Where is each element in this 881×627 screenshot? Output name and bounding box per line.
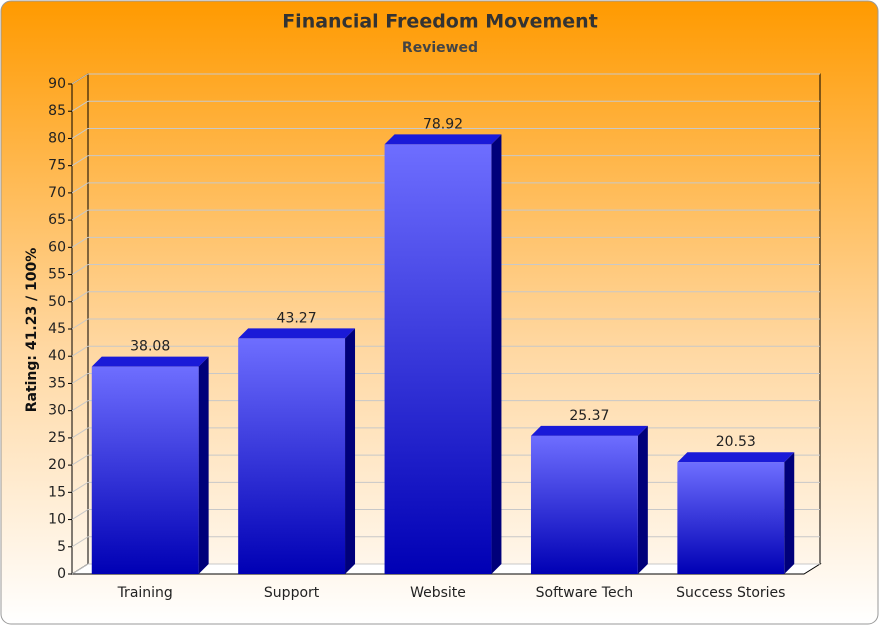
grid-line [71,454,89,466]
grid-line [71,209,89,221]
bar-top [238,328,356,339]
bar [91,366,199,574]
grid-line [71,563,89,575]
y-tick-label: 25 [48,430,66,446]
bar-side [198,356,209,574]
bar-top [384,134,502,145]
x-tick-label: Website [410,585,466,601]
grid-line [71,264,89,275]
grid-line [71,427,89,439]
bar [384,144,492,574]
grid-line [71,73,89,85]
grid-line [71,481,89,493]
chart-title: Financial Freedom Movement [282,11,598,33]
bar [238,338,346,574]
bar-side [491,134,502,574]
y-tick-label: 45 [48,321,66,337]
grid-line [71,509,89,520]
grid-line [71,128,89,139]
data-label: 43.27 [277,310,317,326]
grid-line [71,345,89,357]
y-tick-label: 65 [48,212,66,228]
bar-side [784,452,795,574]
y-tick-label: 15 [48,484,66,500]
grid-line [71,536,89,548]
bar [530,435,638,574]
y-tick-label: 40 [48,348,66,364]
grid-line [71,373,89,384]
data-label: 38.08 [130,339,170,355]
grid-line [71,291,89,303]
grid-line [71,318,89,330]
grid-line [71,400,89,412]
y-tick-label: 75 [48,158,66,174]
bar [677,462,785,574]
x-tick-label: Success Stories [676,585,785,601]
bar-side [345,328,356,574]
x-tick-label: Training [117,585,173,601]
bar-top [677,452,795,463]
bar-top [91,356,209,367]
y-tick-label: 60 [48,239,66,255]
y-tick-label: 70 [48,185,66,201]
x-tick-label: Software Tech [536,585,634,601]
y-axis-label: Rating: 41.23 / 100% [24,248,40,413]
data-label: 25.37 [569,408,609,424]
bar-side [637,425,648,574]
y-tick-label: 5 [57,539,66,555]
y-tick-label: 90 [48,76,66,92]
grid-line [71,155,89,167]
data-label: 20.53 [716,434,756,450]
data-label: 78.92 [423,116,463,132]
grid-line [71,100,89,112]
chart-subtitle: Reviewed [402,40,478,56]
y-tick-label: 55 [48,267,66,283]
bar-top [530,425,648,436]
y-tick-label: 80 [48,130,66,146]
y-tick-label: 0 [57,566,66,582]
y-tick-label: 50 [48,294,66,310]
grid-line [71,182,89,194]
y-tick-label: 10 [48,512,66,528]
y-tick-label: 30 [48,403,66,419]
y-tick-label: 35 [48,375,66,391]
grid-line [71,236,89,248]
y-tick-label: 20 [48,457,66,473]
x-tick-label: Support [264,585,320,601]
y-tick-label: 85 [48,103,66,119]
